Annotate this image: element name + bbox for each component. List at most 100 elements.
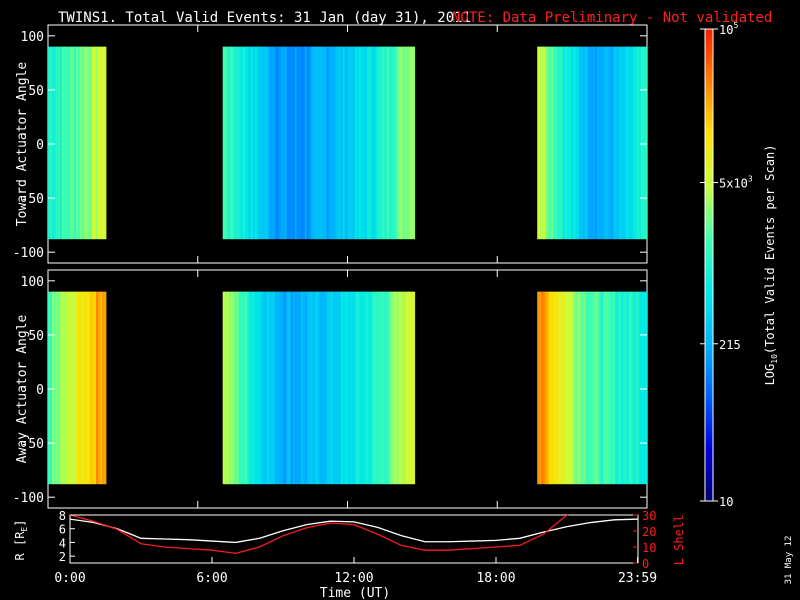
- heatmap-cell: [609, 46, 612, 240]
- colorbar: 105 5x103 215 10 LOG10(Total Valid Events p…: [700, 21, 779, 509]
- heatmap-cell: [224, 46, 228, 240]
- heatmap-cell: [388, 46, 392, 240]
- heatmap-cell: [569, 46, 572, 240]
- heatmap-cell: [567, 291, 570, 485]
- heatmap-cell: [52, 46, 55, 240]
- heatmap-cell: [284, 46, 288, 240]
- heatmap-cell: [352, 46, 356, 240]
- heatmap-cell: [605, 46, 608, 240]
- heatmap-cell: [246, 291, 250, 485]
- heatmap-cell: [94, 46, 97, 240]
- heatmap-cell: [358, 291, 362, 485]
- heatmap-cell: [539, 46, 542, 240]
- heatmap-cell: [262, 291, 266, 485]
- heatmap-cell: [601, 291, 604, 485]
- heatmap-cell: [322, 46, 326, 240]
- heatmap-cell: [274, 46, 278, 240]
- heatmap-cell: [615, 46, 618, 240]
- heatmap-cell: [304, 46, 308, 240]
- heatmap-cell: [607, 291, 610, 485]
- heatmap-cell: [645, 46, 647, 240]
- heatmap-cell: [400, 291, 404, 485]
- heatmap-cell: [577, 291, 580, 485]
- heatmap-cell: [346, 291, 350, 485]
- heatmap-cell: [80, 291, 83, 485]
- heatmap-cell: [284, 291, 288, 485]
- heatmap-cell: [374, 46, 378, 240]
- heatmap-cell: [603, 291, 606, 485]
- heatmap-cell: [330, 291, 334, 485]
- heatmap-cell: [320, 46, 324, 240]
- colorbar-gradient: [704, 28, 714, 502]
- heatmap-cell: [370, 46, 374, 240]
- heatmap-cell: [320, 291, 324, 485]
- heatmap-cell: [348, 46, 352, 240]
- heatmap-cell: [410, 46, 414, 240]
- heatmap-cell: [288, 291, 292, 485]
- heatmap-cell: [356, 46, 360, 240]
- heatmap-cell: [557, 46, 560, 240]
- heatmap-cell: [338, 46, 342, 240]
- heatmap-cell: [104, 291, 107, 485]
- heatmap-cell: [304, 291, 308, 485]
- heatmap-cell: [543, 291, 546, 485]
- heatmap-cell: [366, 46, 370, 240]
- time-tick-label: 0:00: [54, 571, 85, 586]
- heatmap-cell: [264, 46, 268, 240]
- heatmap-cell: [569, 291, 572, 485]
- heatmap-cell: [258, 291, 262, 485]
- heatmap-cell: [559, 46, 562, 240]
- heatmap-cell: [62, 291, 65, 485]
- heatmap-cell: [290, 291, 294, 485]
- lshell-axis-label: L Shell: [672, 515, 686, 566]
- heatmap-cell: [555, 291, 558, 485]
- heatmap-cell: [402, 46, 406, 240]
- heatmap-cell: [334, 291, 338, 485]
- heatmap-cell: [328, 291, 332, 485]
- heatmap-cell: [234, 291, 238, 485]
- heatmap-cell: [236, 291, 240, 485]
- heatmap-cell: [56, 291, 59, 485]
- heatmap-cell: [272, 46, 276, 240]
- y-tick-label: 100: [21, 30, 44, 45]
- heatmap-cell: [348, 291, 352, 485]
- heatmap-cell: [342, 291, 346, 485]
- heatmap-cell: [591, 46, 594, 240]
- heatmap-cell: [232, 291, 236, 485]
- heatmap-cell: [386, 291, 390, 485]
- r-tick-label: 6: [59, 523, 66, 537]
- heatmap-cell: [338, 291, 342, 485]
- colorbar-tick-label: 5x103: [719, 175, 753, 191]
- heatmap-cell: [595, 46, 598, 240]
- heatmap-cell: [86, 46, 89, 240]
- heatmap-cell: [555, 46, 558, 240]
- heatmap-cell: [72, 291, 75, 485]
- heatmap-cell: [102, 291, 105, 485]
- heatmap-cell: [240, 46, 244, 240]
- heatmap-cell: [226, 46, 230, 240]
- heatmap-cell: [408, 291, 412, 485]
- heatmap-cell: [54, 291, 57, 485]
- y-tick-label: -100: [13, 491, 44, 506]
- heatmap-cell: [611, 46, 614, 240]
- y-tick-label: 0: [36, 138, 44, 153]
- heatmap-cell: [332, 46, 336, 240]
- heatmap-cell: [627, 291, 630, 485]
- heatmap-cell: [282, 46, 286, 240]
- time-tick-label: 6:00: [196, 571, 227, 586]
- heatmap-cell: [384, 291, 388, 485]
- heatmap-cell: [250, 291, 254, 485]
- heatmap-cell: [258, 46, 262, 240]
- heatmap-cell: [398, 291, 402, 485]
- heatmap-cell: [384, 46, 388, 240]
- lshell-tick-label: 10: [642, 541, 656, 555]
- heatmap-cell: [250, 46, 254, 240]
- heatmap-cell: [625, 291, 628, 485]
- x-axis-label: Time (UT): [320, 586, 390, 600]
- heatmap-cell: [368, 291, 372, 485]
- lshell-tick-label: 0: [642, 557, 649, 571]
- heatmap-cell: [310, 291, 314, 485]
- y-tick-label: -50: [21, 437, 44, 452]
- heatmap-cell: [354, 291, 358, 485]
- heatmap-cell: [639, 291, 642, 485]
